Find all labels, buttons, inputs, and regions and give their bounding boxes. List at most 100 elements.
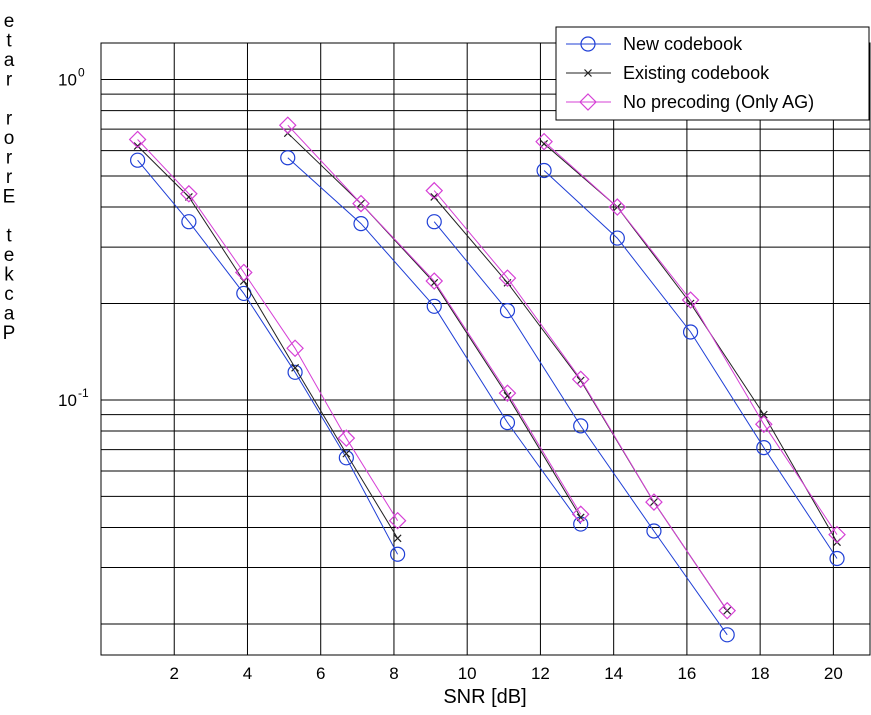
data-point bbox=[286, 339, 304, 358]
data-point bbox=[234, 263, 253, 282]
data-point bbox=[571, 505, 590, 524]
data-point bbox=[681, 291, 700, 309]
x-tick-labels: 2 4 6 8 10 12 14 16 18 20 bbox=[170, 664, 843, 683]
series-layer bbox=[128, 116, 846, 643]
y-axis-label-char: a bbox=[4, 50, 15, 71]
series-line bbox=[543, 141, 838, 535]
y-axis-label-char: P bbox=[3, 323, 16, 344]
y-axis-label-char: r bbox=[6, 167, 13, 188]
y-axis-label-char: r bbox=[6, 70, 13, 91]
data-point bbox=[540, 139, 549, 148]
x-axis-label: SNR [dB] bbox=[443, 686, 526, 708]
data-point bbox=[609, 230, 625, 246]
data-point bbox=[426, 214, 442, 230]
data-point bbox=[498, 269, 517, 287]
legend-marker bbox=[580, 36, 596, 52]
series-line bbox=[433, 190, 728, 611]
legend-marker bbox=[579, 93, 597, 111]
series-line bbox=[543, 170, 838, 559]
data-point bbox=[535, 132, 553, 151]
data-point bbox=[352, 194, 370, 213]
data-point bbox=[608, 198, 627, 216]
y-tick-base: 10 bbox=[58, 391, 77, 410]
y-axis-label-char: e bbox=[4, 245, 15, 266]
data-point bbox=[682, 324, 699, 340]
x-tick-label: 18 bbox=[751, 664, 770, 683]
data-point bbox=[425, 181, 444, 200]
y-tick-label: 10 -1 bbox=[58, 386, 89, 410]
data-point bbox=[646, 523, 662, 539]
plot-frame bbox=[100, 42, 871, 656]
y-axis-label-char: r bbox=[6, 109, 13, 130]
series-line bbox=[433, 221, 728, 636]
legend-entry: New codebook bbox=[566, 34, 743, 54]
data-point bbox=[645, 493, 663, 511]
legend-entry: Existing codebook bbox=[566, 63, 770, 83]
data-point bbox=[498, 384, 517, 403]
data-point bbox=[430, 193, 439, 201]
x-tick-label: 4 bbox=[243, 664, 252, 683]
data-point bbox=[759, 410, 768, 419]
data-point bbox=[342, 449, 351, 458]
data-point bbox=[719, 627, 735, 643]
data-point bbox=[828, 525, 846, 544]
legend-label: No precoding (Only AG) bbox=[623, 92, 814, 112]
data-point bbox=[499, 414, 516, 431]
data-point bbox=[393, 534, 402, 543]
data-point bbox=[278, 116, 297, 135]
legend-entry: No precoding (Only AG) bbox=[566, 92, 814, 112]
data-point bbox=[287, 364, 303, 380]
data-point bbox=[128, 130, 147, 149]
y-axis-label-char: e bbox=[4, 11, 15, 32]
y-tick-exponent: -1 bbox=[78, 386, 89, 400]
x-tick-label: 6 bbox=[316, 664, 325, 683]
data-point bbox=[536, 162, 552, 179]
series-line bbox=[137, 145, 399, 539]
y-axis-label-char: t bbox=[6, 226, 12, 247]
y-tick-label: 10 0 bbox=[58, 66, 85, 90]
x-tick-label: 20 bbox=[824, 664, 843, 683]
y-axis-label-char: o bbox=[4, 128, 15, 149]
data-point bbox=[130, 152, 146, 168]
y-axis-label-char: E bbox=[3, 187, 16, 208]
data-point bbox=[718, 601, 737, 620]
series-line bbox=[287, 124, 582, 515]
data-point bbox=[388, 511, 407, 530]
data-point bbox=[353, 216, 369, 232]
y-axis-label-char: c bbox=[4, 284, 14, 305]
x-tick-label: 8 bbox=[389, 664, 398, 683]
series-line bbox=[137, 159, 399, 555]
legend-marker bbox=[584, 69, 592, 77]
data-point bbox=[180, 184, 198, 203]
data-point bbox=[390, 546, 406, 562]
y-axis-label-char: a bbox=[4, 304, 15, 325]
series-diamond bbox=[128, 116, 846, 620]
x-tick-label: 2 bbox=[170, 664, 179, 683]
series-x bbox=[133, 129, 841, 615]
x-tick-label: 10 bbox=[458, 664, 477, 683]
data-point bbox=[426, 298, 442, 314]
data-point bbox=[756, 440, 772, 456]
y-tick-exponent: 0 bbox=[78, 66, 85, 80]
data-point bbox=[291, 363, 300, 372]
data-point bbox=[133, 142, 142, 150]
data-point bbox=[571, 370, 590, 389]
x-tick-label: 16 bbox=[677, 664, 696, 683]
data-point bbox=[181, 214, 197, 230]
y-axis-label-char: k bbox=[4, 265, 14, 286]
data-point bbox=[573, 418, 589, 434]
series-line bbox=[287, 157, 582, 525]
legend-label: New codebook bbox=[623, 34, 743, 54]
data-point bbox=[338, 450, 354, 466]
legend-label: Existing codebook bbox=[623, 63, 770, 83]
y-axis-label-char: r bbox=[6, 148, 13, 169]
data-point bbox=[425, 272, 444, 290]
x-tick-label: 12 bbox=[531, 664, 550, 683]
data-point bbox=[337, 429, 356, 448]
legend: New codebook Existing codebook No precodin… bbox=[555, 26, 870, 121]
y-tick-base: 10 bbox=[58, 71, 77, 90]
series-circle bbox=[130, 150, 845, 643]
